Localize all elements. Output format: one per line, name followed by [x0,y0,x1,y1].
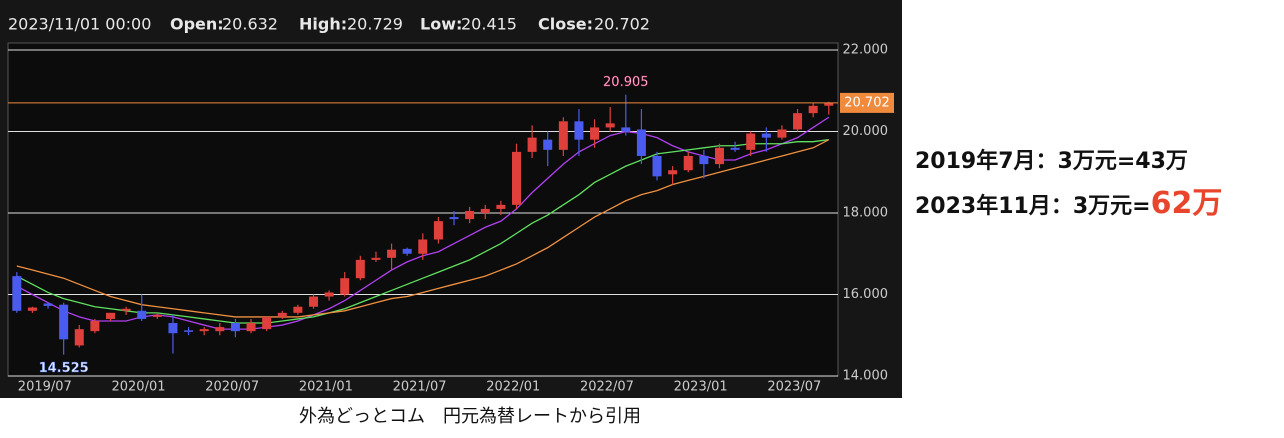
note: 2023年11月：3万元=62万 [915,178,1222,222]
candle-body [371,257,381,260]
candle-body [433,221,443,240]
candle-body [465,210,475,220]
candle-body [293,306,303,313]
x-tick-label: 2019/07 [18,380,72,395]
y-tick-label: 16.000 [843,287,889,302]
candle-body [652,155,662,177]
candle-body [168,323,178,334]
price-label-box [840,92,894,113]
candle-body [574,121,584,140]
candle-body [105,312,115,319]
candle-body [605,123,615,128]
candle-body [340,278,350,295]
candle-body [355,259,365,279]
candle-body [590,127,600,140]
y-tick-label: 14.000 [843,369,889,384]
y-tick-label: 18.000 [843,206,889,221]
ma-line [16,139,830,318]
candle-body [683,155,693,171]
header-label: Open: [170,15,224,34]
candle-body [59,304,69,340]
candle-body [449,217,459,220]
candle-body [277,312,287,317]
candle-body [246,323,256,332]
header-label: Low: [420,15,462,34]
candle-body [558,121,568,150]
x-tick-label: 2023/07 [767,380,821,395]
candle-body [543,139,553,150]
header-value: 20.632 [222,15,278,34]
header-value: 20.702 [594,15,650,34]
candle-body [668,170,678,175]
x-tick-label: 2023/01 [674,380,728,395]
candle-body [824,102,834,106]
candle-body [324,292,334,297]
plot-area [7,42,839,377]
header-label: High: [299,15,347,34]
candle-body [43,303,53,306]
candle-body [184,330,194,332]
note-highlight: 62万 [1150,186,1223,221]
price-label: 20.702 [844,95,890,110]
x-tick-label: 2020/07 [205,380,259,395]
chart: 2023/11/01 00:00 Open:20.632 High: 20.729 Lo… [0,0,902,398]
candle-body [714,147,724,165]
x-tick-label: 2021/07 [393,380,447,395]
y-tick-label: 20.000 [843,124,889,139]
candle-body [387,249,397,258]
candle-body [480,208,490,213]
candle-body [730,147,740,150]
candle-body [527,137,537,152]
candle-body [761,133,771,138]
header: 2023/11/01 00:00 Open:20.632 High: 20.729 Lo… [8,15,650,34]
header-label: Close: [538,15,593,34]
header-value: 20.729 [347,15,403,34]
candle-body [808,105,818,114]
low-annotation: 14.525 [39,361,89,376]
candle-body [74,329,84,346]
candle-body [511,151,521,205]
candle-body [621,127,631,132]
candle-body [152,314,162,317]
x-tick-label: 2022/07 [580,380,634,395]
x-tick-label: 2022/01 [486,380,540,395]
candle-body [308,296,318,307]
caption: 外為どっとコム 円元為替レートから引用 [299,406,641,427]
candle-body [121,308,131,311]
ma-line [16,139,829,324]
candle-body [777,129,787,138]
candle-body [636,129,646,156]
candle-body [262,316,272,330]
x-tick-label: 2020/01 [111,380,165,395]
candle-body [230,323,240,332]
candle-body [27,307,37,311]
high-annotation: 20.905 [603,75,649,90]
candle-body [418,239,428,254]
candle-body [199,329,209,332]
candle-body [12,276,22,311]
candle-body [793,113,803,130]
header-time: 2023/11/01 00:00 [8,15,151,34]
candle-body [496,204,506,209]
candle-body [90,320,100,332]
candle-body [137,310,147,319]
note: 2023年11月：3万元= [915,194,1151,219]
x-tick-label: 2021/01 [299,380,353,395]
candle-body [699,155,709,165]
header-value: 20.415 [461,15,517,34]
y-tick-label: 22.000 [843,43,889,58]
candle-body [215,327,225,332]
candle-body [402,248,412,254]
candle-body [746,133,756,150]
note: 2019年7月：3万元=43万 [915,149,1188,174]
